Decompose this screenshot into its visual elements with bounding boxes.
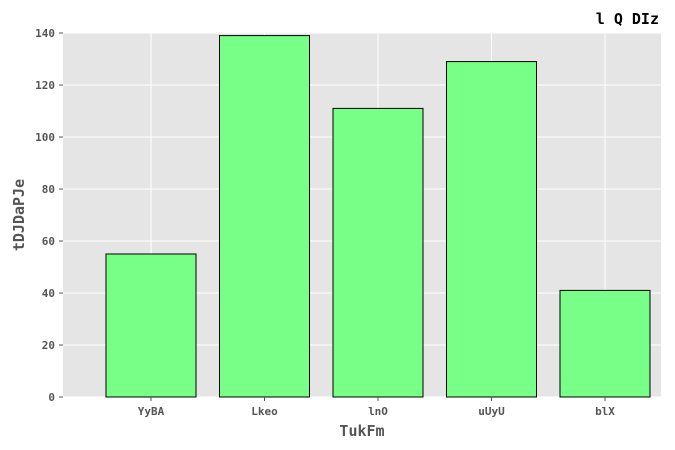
x-axis-ticks: YyBA Lkeo lnO uUyU blX (138, 397, 615, 418)
bar-Lkeo (219, 35, 310, 398)
y-tick-label: 60 (42, 235, 55, 248)
bar-blX (559, 289, 651, 398)
bars (105, 35, 651, 398)
chart-title: l Q DIz (596, 10, 659, 28)
x-tick-label: lnO (368, 405, 388, 418)
y-tick-label: 20 (42, 339, 55, 352)
x-tick-label: uUyU (478, 405, 505, 418)
x-tick-label: YyBA (138, 405, 165, 418)
y-axis-ticks: 0 20 40 60 80 100 120 140 (35, 27, 63, 404)
y-tick-label: 40 (42, 287, 55, 300)
y-tick-label: 100 (35, 131, 55, 144)
y-tick-label: 120 (35, 79, 55, 92)
bar-lnO (332, 107, 424, 398)
bar-uUyU (446, 61, 537, 398)
y-tick-label: 0 (48, 391, 55, 404)
x-tick-label: Lkeo (251, 405, 278, 418)
y-tick-label: 140 (35, 27, 55, 40)
x-axis-label: TukFm (339, 422, 384, 440)
x-tick-label: blX (595, 405, 615, 418)
y-tick-label: 80 (42, 183, 55, 196)
y-axis-label: tDJDaPJe (10, 179, 28, 251)
bar-YyBA (105, 253, 197, 398)
